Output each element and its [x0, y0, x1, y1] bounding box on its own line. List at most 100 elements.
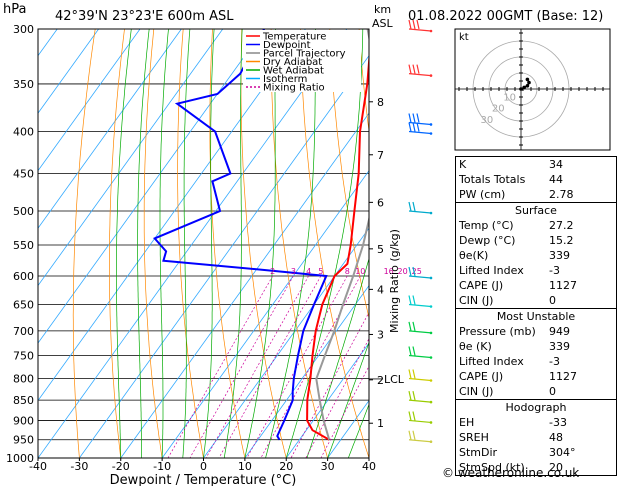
- wind-barb-dot: [429, 331, 433, 335]
- dry-adiabat-line: [300, 29, 369, 458]
- pressure-tick-label: 700: [13, 325, 34, 338]
- wind-barb-staff: [408, 330, 432, 334]
- isotherm-line: [203, 227, 369, 458]
- wind-barb-flag: [412, 295, 416, 305]
- wind-barb-dot: [429, 29, 433, 33]
- pressure-tick-label: 650: [13, 299, 34, 312]
- wind-barb-dot: [429, 123, 433, 126]
- index-value: 339: [549, 249, 570, 262]
- isotherm-line: [38, 29, 348, 458]
- index-name: StmDir: [459, 446, 498, 459]
- most-unstable-title: Most Unstable: [496, 310, 576, 323]
- wind-barb-flag: [408, 201, 412, 212]
- index-row: StmDir 304°: [456, 445, 616, 460]
- wind-barb-staff: [408, 303, 432, 308]
- wind-barb-dot: [429, 421, 433, 424]
- wind-barb: [408, 369, 433, 382]
- x-tick-label: -10: [153, 460, 171, 473]
- series-dewpoint: [153, 29, 328, 441]
- index-name: Lifted Index: [459, 264, 524, 277]
- pressure-tick-label: 450: [13, 167, 34, 180]
- pressure-unit-label: hPa: [3, 2, 26, 17]
- wind-barb-staff: [408, 439, 432, 443]
- pressure-tick-label: 850: [13, 394, 34, 407]
- index-name: PW (cm): [459, 188, 506, 201]
- pressure-tick-label: 1000: [6, 452, 34, 465]
- index-value: 0: [549, 385, 556, 398]
- isotherm-line: [38, 29, 306, 402]
- isotherm-line: [244, 284, 369, 458]
- wind-barb-flag: [416, 122, 420, 132]
- wind-barb-staff: [408, 419, 432, 424]
- wind-barb: [408, 411, 433, 424]
- hodograph-ring-label: 30: [481, 115, 494, 126]
- wind-barb-flag: [412, 369, 416, 379]
- copyright-footer: © weatheronline.co.uk: [442, 466, 580, 480]
- pressure-tick-label: 350: [13, 78, 34, 91]
- wind-barb-dot: [429, 132, 433, 135]
- mixing-ratio-label: 5: [318, 267, 323, 276]
- wind-barb-flag: [412, 411, 416, 421]
- index-name: CIN (J): [459, 294, 494, 307]
- mixing-ratio-label: 4: [306, 267, 311, 276]
- wind-barb-flag: [408, 321, 412, 332]
- wind-barb-dot: [429, 276, 433, 280]
- index-value: 0: [549, 294, 556, 307]
- mixing-ratio-label: 8: [345, 267, 350, 276]
- index-row: θe(K) 339: [456, 248, 616, 263]
- pressure-tick-label: 550: [13, 239, 34, 252]
- wind-barb: [408, 64, 433, 77]
- km-tick-label: 4: [377, 283, 384, 296]
- x-axis-label: Dewpoint / Temperature (°C): [110, 473, 297, 486]
- isotherm-line: [38, 29, 265, 344]
- mixing-ratio-line: [218, 275, 322, 458]
- wind-barb-flag: [408, 430, 412, 440]
- wind-barb-flag: [408, 64, 412, 74]
- index-row: CAPE (J) 1127: [456, 369, 616, 384]
- index-value: -3: [549, 264, 560, 277]
- pressure-tick-label: 750: [13, 349, 34, 362]
- wind-barb: [408, 122, 433, 135]
- dry-adiabat-line: [209, 29, 246, 458]
- km-unit-label: km: [374, 3, 391, 16]
- hodograph-ring-label: 10: [503, 92, 516, 103]
- wind-barb-flag: [412, 266, 416, 277]
- index-value: 20: [549, 461, 563, 474]
- index-name: EH: [459, 416, 475, 429]
- wet-adiabat-line: [203, 29, 215, 458]
- hodograph-point: [525, 77, 530, 82]
- wet-adiabat-line: [182, 29, 191, 458]
- wind-barb-dot: [429, 211, 433, 215]
- wind-barb-flag: [412, 430, 416, 440]
- index-row: Temp (°C) 27.2: [456, 218, 616, 233]
- x-tick-label: -20: [112, 460, 130, 473]
- mixing-ratio-label: 10: [355, 267, 365, 276]
- wind-barb-staff: [408, 399, 432, 403]
- index-row: CIN (J) 0: [456, 384, 616, 399]
- legend-label: Temperature: [262, 32, 326, 43]
- wind-barb-flag: [412, 346, 416, 356]
- pressure-tick-label: 400: [13, 126, 34, 139]
- wind-barb-staff: [408, 28, 432, 32]
- x-tick-label: 30: [321, 460, 335, 473]
- wind-barb-flag: [412, 113, 416, 123]
- dry-adiabat-line: [358, 29, 369, 134]
- legend-label: Wet Adiabat: [263, 66, 324, 77]
- index-value: 1127: [549, 279, 577, 292]
- wind-barb-flag: [412, 19, 416, 30]
- index-row: Lifted Index -3: [456, 263, 616, 278]
- indices-main-block: K 34 Totals Totals 44 PW (cm) 2.78: [456, 157, 616, 202]
- index-value: 304°: [549, 446, 576, 459]
- legend-label: Parcel Trajectory: [263, 49, 346, 60]
- legend-box: [243, 30, 361, 92]
- wet-adiabat-line: [265, 29, 316, 458]
- wind-barb-staff: [408, 121, 432, 126]
- index-name: Dewp (°C): [459, 234, 516, 247]
- mixing-ratio-label: 25: [412, 267, 422, 276]
- mixing-ratio-line: [305, 337, 369, 458]
- wind-barb: [408, 113, 433, 126]
- wind-barb-flag: [408, 122, 412, 132]
- pressure-tick-label: 600: [13, 270, 34, 283]
- index-row: Lifted Index -3: [456, 354, 616, 369]
